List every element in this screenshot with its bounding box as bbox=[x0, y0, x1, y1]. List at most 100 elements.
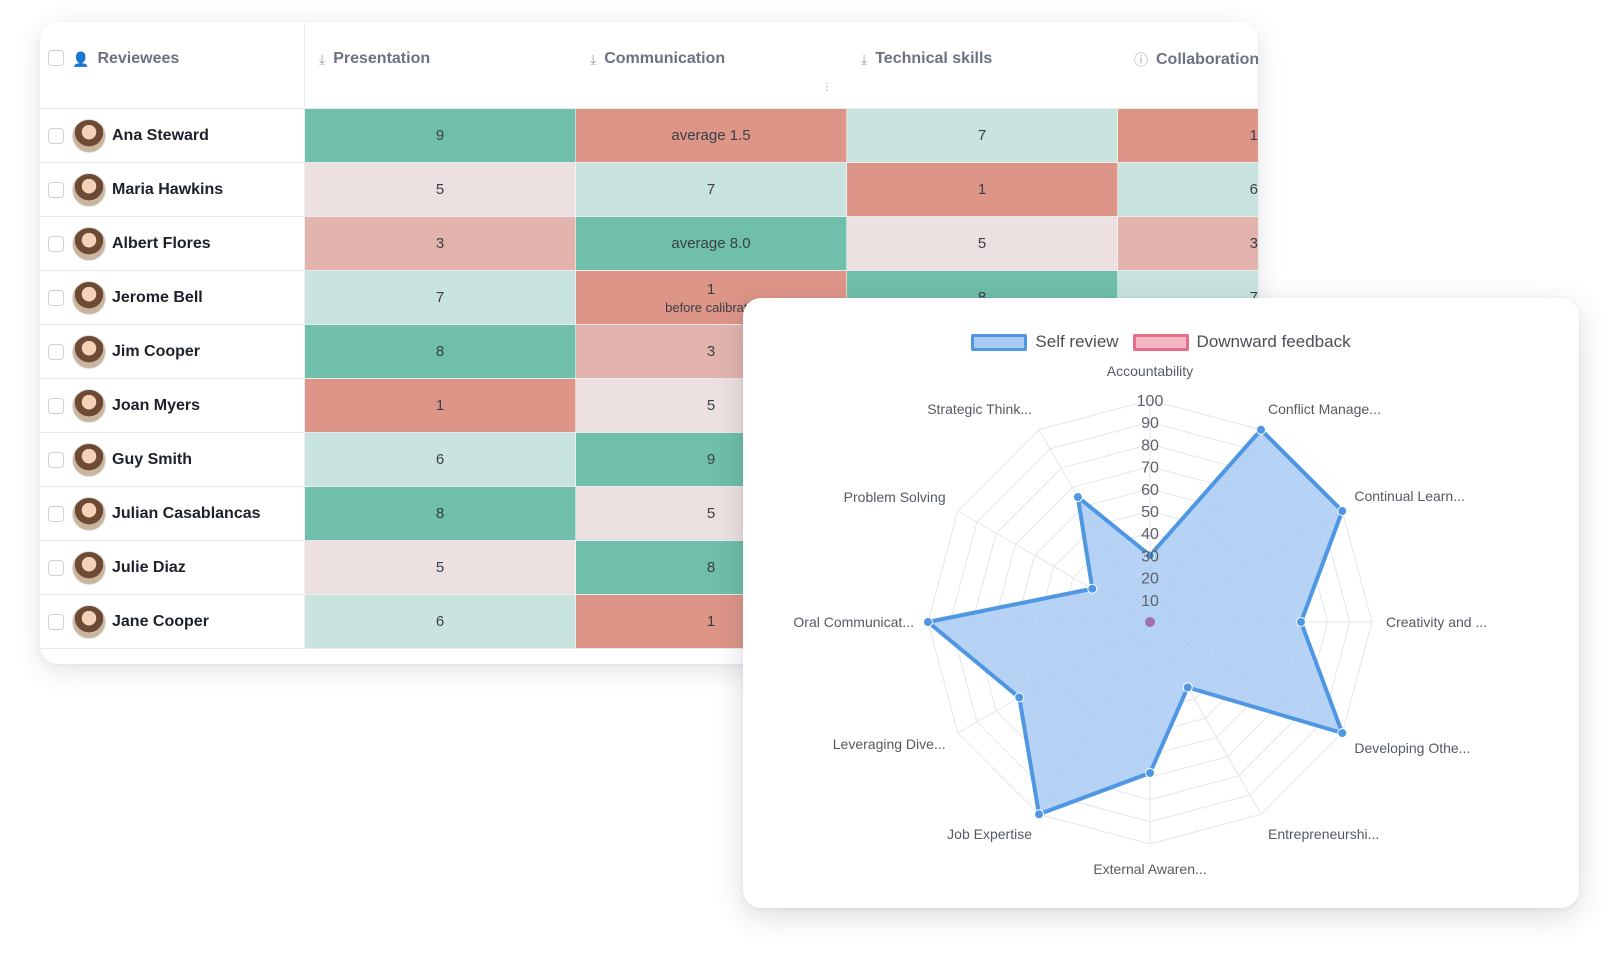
axis-label: Continual Learn... bbox=[1354, 488, 1465, 504]
axis-label: Leveraging Dive... bbox=[833, 736, 946, 752]
score-value: 6 bbox=[435, 451, 445, 468]
reviewee-name[interactable]: Jerome Bell bbox=[112, 288, 203, 306]
score-value: 3 bbox=[706, 343, 716, 360]
axis-label: Problem Solving bbox=[844, 489, 946, 505]
row-checkbox[interactable] bbox=[48, 397, 64, 414]
score-cell[interactable]: 3 bbox=[305, 217, 576, 270]
header-label: Presentation bbox=[333, 50, 431, 67]
reviewee-name[interactable]: Ana Steward bbox=[112, 126, 209, 144]
score-cell[interactable]: 8 bbox=[305, 487, 576, 540]
axis-label: External Awaren... bbox=[1093, 861, 1206, 877]
reviewee-cell: Ana Steward bbox=[40, 109, 305, 162]
score-cell[interactable]: average 8.0 bbox=[576, 217, 847, 270]
score-value: 9 bbox=[435, 127, 445, 144]
header-collaboration[interactable]: ⓘ Collaboration bbox=[1118, 22, 1258, 108]
data-point bbox=[1295, 617, 1306, 627]
score-cell[interactable]: 3 bbox=[1118, 217, 1258, 270]
center-point bbox=[1145, 617, 1155, 627]
reviewee-name[interactable]: Albert Flores bbox=[112, 234, 211, 252]
row-checkbox[interactable] bbox=[48, 559, 64, 576]
reviewee-cell: Jerome Bell bbox=[40, 271, 305, 324]
header-reviewees[interactable]: 👤 Reviewees bbox=[40, 22, 305, 108]
reviewee-name[interactable]: Julian Casablancas bbox=[112, 504, 261, 522]
score-value: 8 bbox=[435, 343, 445, 360]
row-checkbox[interactable] bbox=[48, 289, 64, 306]
score-value: 1 bbox=[706, 280, 716, 298]
avatar bbox=[72, 226, 106, 261]
score-cell[interactable]: 1 bbox=[1118, 109, 1258, 162]
score-value: 1 bbox=[1249, 127, 1258, 144]
row-checkbox[interactable] bbox=[48, 505, 64, 522]
reviewee-name[interactable]: Guy Smith bbox=[112, 450, 193, 468]
axis-label: Entrepreneurshi... bbox=[1268, 826, 1379, 842]
data-point bbox=[923, 617, 933, 627]
legend-item-self-review[interactable]: Self review bbox=[971, 332, 1119, 352]
axis-label: Conflict Manage... bbox=[1268, 401, 1381, 417]
score-value: 1 bbox=[706, 613, 716, 630]
score-cell[interactable]: 1 before calibratic bbox=[576, 271, 847, 324]
reviewee-name[interactable]: Julie Diaz bbox=[112, 558, 186, 576]
score-value: 5 bbox=[435, 559, 445, 576]
tick-label: 40 bbox=[1141, 526, 1159, 543]
row-checkbox[interactable] bbox=[48, 127, 64, 144]
tick-label: 90 bbox=[1141, 415, 1159, 432]
row-checkbox[interactable] bbox=[48, 451, 64, 468]
row-checkbox[interactable] bbox=[48, 613, 64, 630]
header-label: Reviewees bbox=[97, 50, 180, 67]
score-cell[interactable]: 6 bbox=[1118, 163, 1258, 216]
axis-label: Creativity and ... bbox=[1386, 614, 1487, 630]
score-cell[interactable]: 7 bbox=[576, 163, 847, 216]
reviewee-name[interactable]: Maria Hawkins bbox=[112, 180, 224, 198]
score-cell[interactable]: 7 bbox=[305, 271, 576, 324]
row-checkbox[interactable] bbox=[48, 181, 64, 198]
radar-chart-card: Self review Downward feedback 10 20 30 40 50… bbox=[743, 298, 1579, 908]
table-row[interactable]: Maria Hawkins 5 7 1 6 bbox=[40, 163, 1258, 217]
avatar bbox=[72, 388, 106, 423]
legend-swatch-self-review bbox=[971, 333, 1028, 351]
header-technical-skills[interactable]: ⤓ Technical skills bbox=[847, 22, 1118, 108]
row-checkbox[interactable] bbox=[48, 343, 64, 360]
data-point bbox=[1034, 809, 1044, 820]
table-row[interactable]: Ana Steward 9 average 1.5 7 1 bbox=[40, 109, 1258, 163]
reviewee-name[interactable]: Joan Myers bbox=[112, 396, 201, 414]
score-cell[interactable]: 1 bbox=[305, 379, 576, 432]
legend-label: Downward feedback bbox=[1196, 332, 1351, 351]
header-label: Communication bbox=[604, 50, 726, 67]
select-all-checkbox[interactable] bbox=[48, 50, 64, 66]
radar-chart: 10 20 30 40 50 60 70 80 90 100 Accountability Confl… bbox=[793, 363, 1487, 877]
score-value: 6 bbox=[435, 613, 445, 630]
table-row[interactable]: Albert Flores 3 average 8.0 5 3 bbox=[40, 217, 1258, 271]
score-cell[interactable]: 7 bbox=[847, 109, 1118, 162]
score-cell[interactable]: 6 bbox=[305, 595, 576, 648]
avatar bbox=[72, 550, 106, 585]
score-cell[interactable]: 5 bbox=[847, 217, 1118, 270]
chart-legend: Self review Downward feedback bbox=[743, 332, 1579, 352]
score-value: 5 bbox=[977, 235, 987, 252]
score-cell[interactable]: 6 bbox=[305, 433, 576, 486]
axis-label: Accountability bbox=[1107, 363, 1193, 379]
score-cell[interactable]: 5 bbox=[305, 163, 576, 216]
header-presentation[interactable]: ⤓ Presentation bbox=[305, 22, 576, 108]
reviewee-cell: Julie Diaz bbox=[40, 541, 305, 594]
avatar bbox=[72, 604, 106, 639]
tick-label: 80 bbox=[1141, 437, 1159, 454]
tick-label: 70 bbox=[1141, 460, 1159, 477]
header-communication[interactable]: ⤓ Communication bbox=[576, 22, 847, 108]
column-resize-handle[interactable]: ⋮ bbox=[822, 82, 832, 93]
reviewee-cell: Guy Smith bbox=[40, 433, 305, 486]
axis-label: Job Expertise bbox=[947, 826, 1032, 842]
score-value: 1 bbox=[435, 397, 445, 414]
reviewee-name[interactable]: Jim Cooper bbox=[112, 342, 201, 360]
score-value: 8 bbox=[978, 289, 986, 306]
reviewee-name[interactable]: Jane Cooper bbox=[112, 612, 209, 630]
score-cell[interactable]: 5 bbox=[305, 541, 576, 594]
legend-item-downward-feedback[interactable]: Downward feedback bbox=[1132, 332, 1351, 352]
avatar bbox=[72, 334, 106, 369]
score-value: 7 bbox=[1250, 289, 1258, 306]
score-cell[interactable]: 8 bbox=[305, 325, 576, 378]
score-cell[interactable]: average 1.5 bbox=[576, 109, 847, 162]
score-cell[interactable]: 1 bbox=[847, 163, 1118, 216]
score-cell[interactable]: 9 bbox=[305, 109, 576, 162]
avatar bbox=[72, 496, 106, 531]
row-checkbox[interactable] bbox=[48, 235, 64, 252]
